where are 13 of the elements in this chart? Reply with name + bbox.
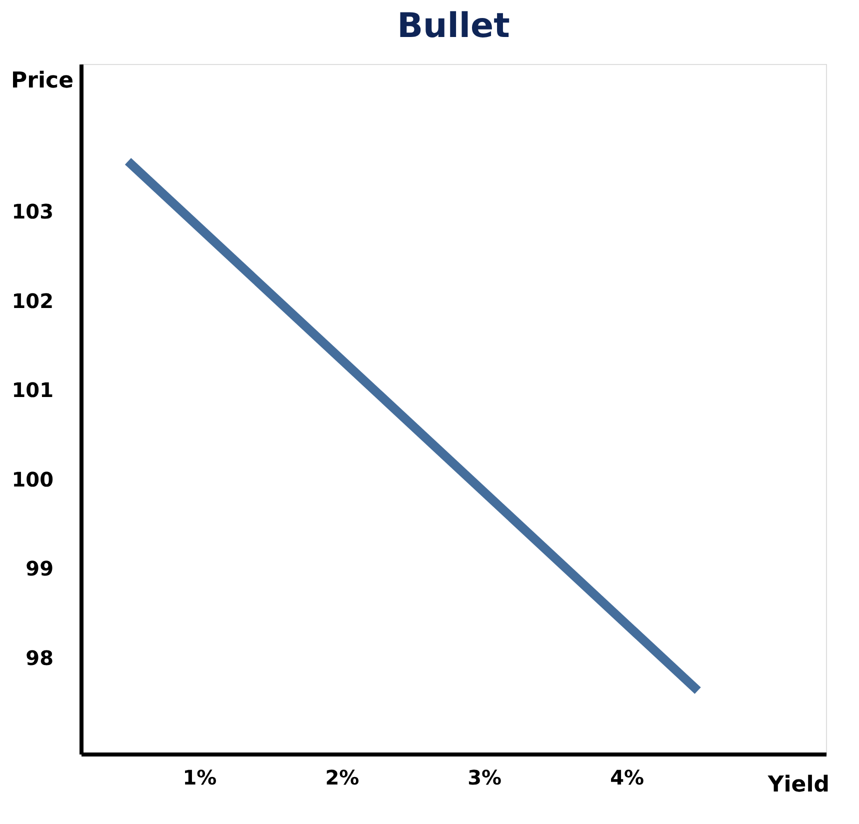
- y-tick-label: 102: [12, 288, 54, 313]
- x-tick-label: 2%: [325, 766, 360, 790]
- y-axis-title: Price: [11, 68, 74, 94]
- x-axis-title: Yield: [766, 772, 830, 798]
- chart-title: Bullet: [397, 6, 510, 46]
- y-tick-label: 100: [12, 467, 54, 492]
- x-tick-label: 1%: [182, 766, 217, 790]
- y-tick-label: 99: [26, 556, 54, 581]
- y-tick-label: 101: [12, 378, 54, 402]
- x-tick-label: 4%: [610, 766, 644, 790]
- y-tick-label: 98: [26, 646, 54, 670]
- x-tick-label: 3%: [468, 766, 502, 790]
- y-tick-label: 103: [12, 200, 54, 224]
